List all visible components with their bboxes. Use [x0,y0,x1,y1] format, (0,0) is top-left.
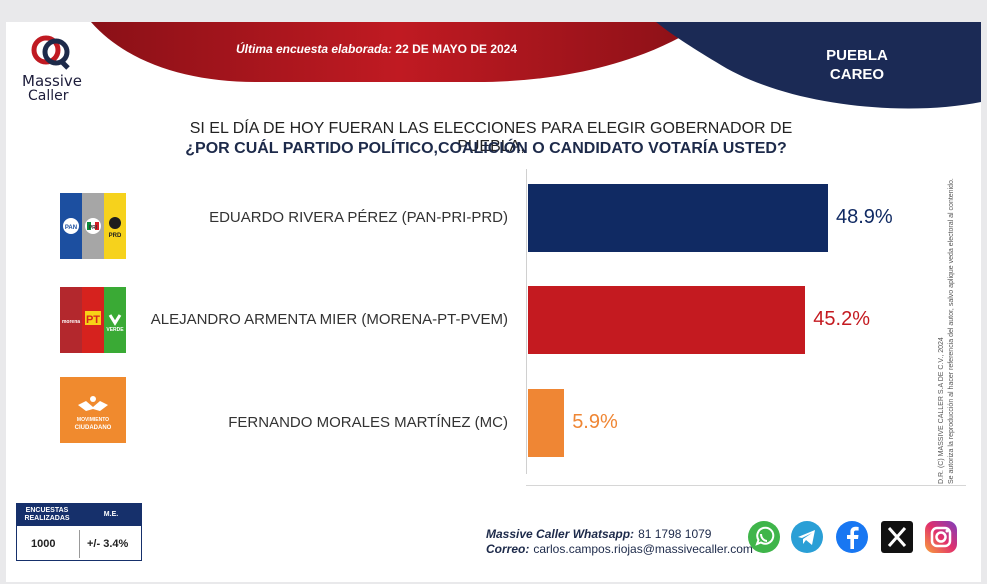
bar [528,286,806,354]
prd-text: PRD [109,233,122,239]
pan-pri-prd-logo: PAN PRI PRD [60,193,126,259]
email-label: Correo: [486,542,530,556]
data-label: 45.2% [813,308,871,330]
navy-banner-shape [656,22,981,109]
header-banner [91,22,981,109]
survey-date-text: Última encuesta elaborada: 22 DE MAYO DE… [236,42,517,56]
whatsapp-icon[interactable] [746,519,782,555]
morena-pt-pvem-logo: morena PT VERDE [60,287,126,353]
category-label: EDUARDO RIVERA PÉREZ (PAN-PRI-PRD) [209,209,508,226]
bar [528,184,828,252]
stats-divider [79,530,80,558]
stats-col1-header: ENCUESTAS REALIZADAS [24,507,70,522]
footer-divider [526,485,966,486]
stats-sample-size: 1000 [31,538,56,550]
facebook-icon[interactable] [834,519,870,555]
legal-note-line1: D.R. (C) MASSIVE CALLER S.A DE C.V., 202… [938,337,945,484]
region-title: PUEBLA CAREO [802,46,912,84]
stats-header: ENCUESTAS REALIZADAS M.E. [17,504,141,526]
category-label: ALEJANDRO ARMENTA MIER (MORENA-PT-PVEM) [150,311,508,328]
morena-text: morena [62,319,80,325]
region-line1: PUEBLA [826,47,888,64]
brand-name-line1: Massive [22,72,83,90]
legal-note-line2: Se autoriza la reproducción al hacer ref… [948,178,955,484]
massive-caller-logo: Massive Caller [20,34,90,104]
category-label: FERNANDO MORALES MARTÍNEZ (MC) [228,414,508,431]
email-address[interactable]: carlos.campos.riojas@massivecaller.com [533,542,753,556]
whatsapp-label: Massive Caller Whatsapp: [486,527,635,541]
region-line2: CAREO [829,66,885,83]
pan-text: PAN [65,225,77,231]
movimiento-ciudadano-logo: MOVIMIENTO CIUDADANO [60,377,126,443]
telegram-icon[interactable] [789,519,825,555]
stats-margin-of-error: +/- 3.4% [87,538,129,550]
massive-caller-logo-icon [31,35,70,70]
pt-text: PT [86,314,100,326]
data-label: 5.9% [572,411,618,433]
survey-date: 22 DE MAYO DE 2024 [395,42,518,56]
instagram-icon[interactable] [923,519,959,555]
verde-text: VERDE [106,327,124,333]
survey-label: Última encuesta elaborada: [236,42,393,56]
data-label: 48.9% [836,206,893,228]
brand-name-line2: Caller [28,88,69,104]
x-icon[interactable] [879,519,915,555]
red-banner-shape [91,22,706,82]
question-line2: ¿POR CUÁL PARTIDO POLÍTICO,COALICIÓN O C… [185,140,787,157]
chart-axis-line [526,169,527,474]
morena-pt-pvem-logo-svg: morena PT VERDE [60,287,126,353]
mc-logo-svg: MOVIMIENTO CIUDADANO [60,377,126,443]
contact-whatsapp-row: Massive Caller Whatsapp: 81 1798 1079 [486,527,753,542]
mc-text1: MOVIMIENTO [77,417,109,423]
pri-text: PRI [89,225,98,231]
poll-card: Massive Caller Última encuesta elaborada… [6,22,981,582]
pan-pri-prd-logo-svg: PAN PRI PRD [60,193,126,259]
mc-text2: CIUDADANO [75,425,112,431]
bar [528,389,565,457]
survey-stats-table: ENCUESTAS REALIZADAS M.E. 1000 +/- 3.4% [16,503,142,561]
whatsapp-number[interactable]: 81 1798 1079 [638,527,712,541]
legal-note: D.R. (C) MASSIVE CALLER S.A DE C.V., 202… [938,134,958,484]
stats-col2-header: M.E. [103,511,119,518]
question-line1: SI EL DÍA DE HOY FUERAN LAS ELECCIONES P… [189,120,793,155]
contact-info: Massive Caller Whatsapp: 81 1798 1079 Co… [486,527,753,557]
contact-email-row: Correo: carlos.campos.riojas@massivecall… [486,542,753,557]
